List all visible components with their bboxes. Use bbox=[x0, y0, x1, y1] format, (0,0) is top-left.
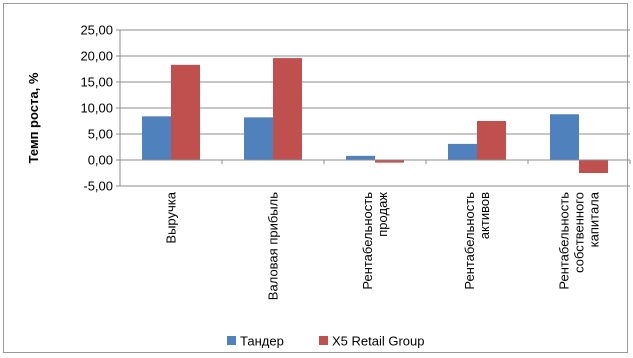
legend-swatch-1 bbox=[319, 336, 328, 345]
y-tick-label: -5,00 bbox=[83, 179, 113, 194]
bar-x5-3 bbox=[477, 121, 506, 160]
category-label: собственного bbox=[572, 192, 587, 273]
y-tick-label: 0,00 bbox=[88, 153, 113, 168]
legend-swatch-0 bbox=[227, 336, 236, 345]
bar-x5-0 bbox=[171, 64, 200, 160]
bar-tander-3 bbox=[448, 143, 477, 160]
bar-tander-4 bbox=[550, 114, 579, 160]
legend-label-0: Тандер bbox=[240, 334, 284, 349]
category-label: Рентабельность bbox=[360, 192, 375, 290]
y-tick-label: 25,00 bbox=[80, 23, 113, 38]
legend-label-1: X5 Retail Group bbox=[332, 334, 425, 349]
bar-tander-2 bbox=[346, 155, 375, 160]
bar-tander-0 bbox=[142, 116, 171, 160]
y-tick-label: 5,00 bbox=[88, 127, 113, 142]
category-label: Валовая прибыль bbox=[266, 192, 281, 300]
bar-tander-1 bbox=[244, 117, 273, 160]
category-label: Выручка bbox=[164, 191, 179, 243]
category-label: продаж bbox=[375, 192, 390, 237]
bar-x5-2 bbox=[375, 160, 404, 163]
y-tick-label: 10,00 bbox=[80, 101, 113, 116]
bar-x5-4 bbox=[579, 160, 608, 173]
category-label: капитала bbox=[587, 191, 602, 247]
y-tick-label: 20,00 bbox=[80, 49, 113, 64]
chart-frame bbox=[3, 3, 628, 353]
category-label: активов bbox=[477, 192, 492, 239]
category-label: Рентабельность bbox=[462, 192, 477, 290]
y-axis-title: Темп роста, % bbox=[26, 72, 41, 163]
y-tick-label: 15,00 bbox=[80, 75, 113, 90]
bar-x5-1 bbox=[273, 58, 302, 160]
category-label: Рентабельность bbox=[557, 192, 572, 290]
